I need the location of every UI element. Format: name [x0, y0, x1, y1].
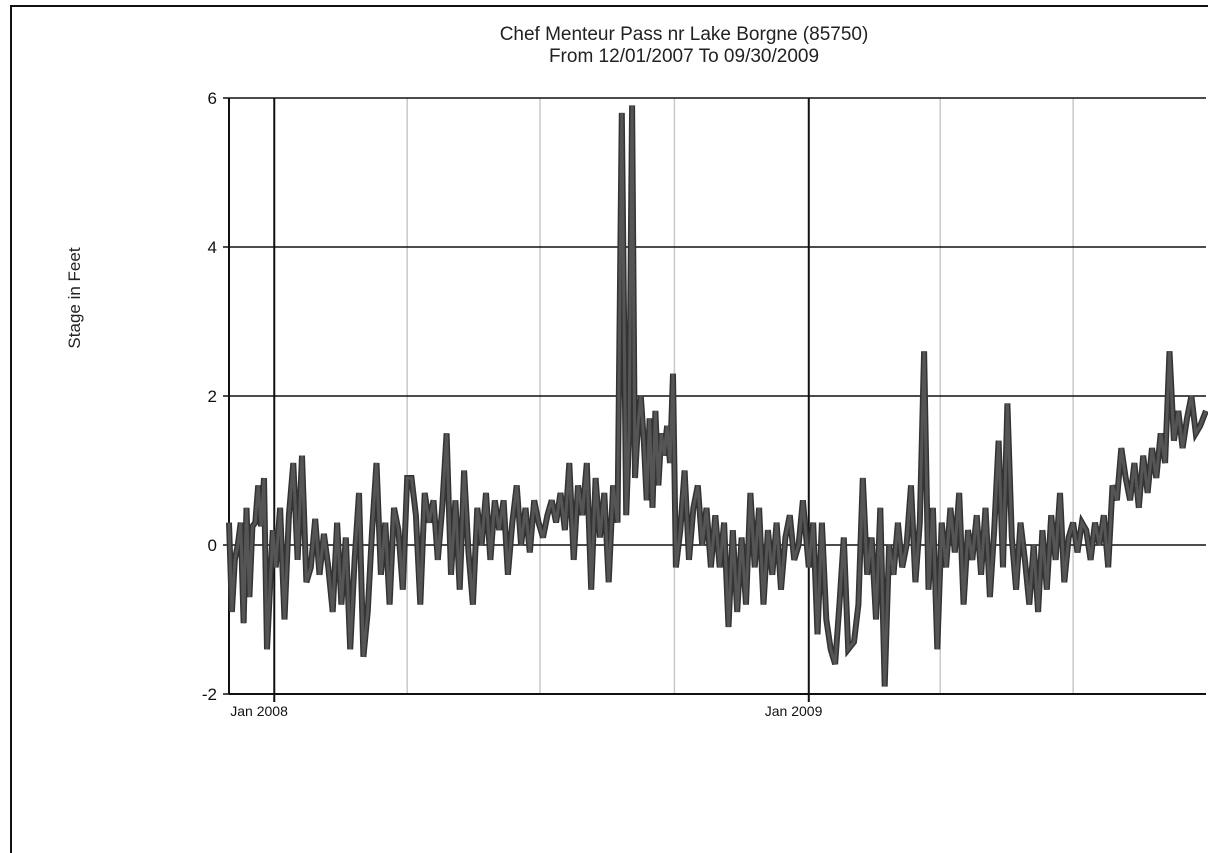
y-tick-label: 2 [208, 387, 217, 406]
x-tick-label: Jan 2009 [765, 703, 823, 719]
x-tick-label: Jan 2008 [230, 703, 288, 719]
series-line [227, 105, 1208, 687]
chart-frame [10, 5, 1208, 853]
y-tick-label: 6 [208, 89, 217, 108]
chart-title: Chef Menteur Pass nr Lake Borgne (85750) [500, 24, 869, 45]
y-axis-label: Stage in Feet [65, 247, 84, 348]
y-tick-label: 4 [208, 238, 217, 257]
y-tick-label: 0 [208, 536, 217, 555]
y-tick-label: -2 [202, 685, 217, 704]
grid [229, 97, 1206, 702]
tick-labels: -2 0 2 4 6 Jan 2008 Jan 2009 [202, 89, 823, 719]
chart-subtitle: From 12/01/2007 To 09/30/2009 [549, 46, 819, 67]
data-series [226, 105, 1208, 687]
